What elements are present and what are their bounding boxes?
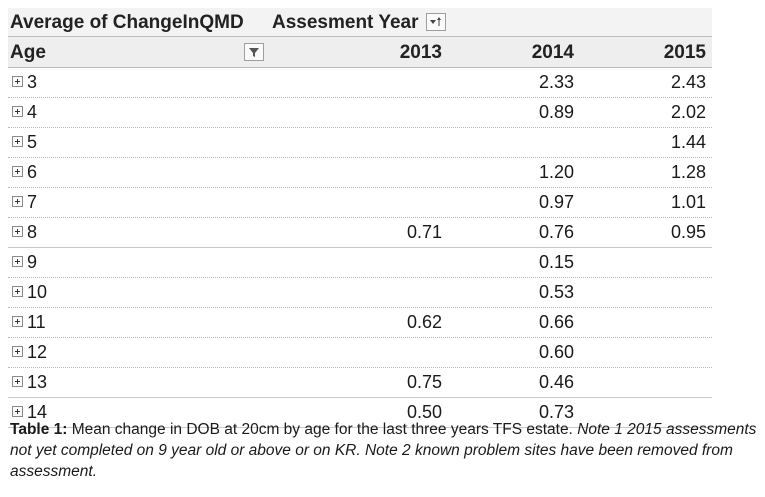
table-row: 3 2.33 2.43 xyxy=(8,68,712,98)
value-cell-2015: 2.02 xyxy=(670,102,706,122)
expand-plus-icon[interactable] xyxy=(12,406,23,417)
age-label: 6 xyxy=(27,162,38,182)
table-row: 5 1.44 xyxy=(8,128,712,158)
age-label: 12 xyxy=(27,342,48,362)
year-header-2013: 2013 xyxy=(399,42,442,63)
column-field-label: Assesment Year xyxy=(272,12,419,33)
value-cell-2015: 0.95 xyxy=(670,222,706,242)
table-row: 12 0.60 xyxy=(8,338,712,368)
value-cell-2015: 2.43 xyxy=(670,72,706,92)
year-header-2015: 2015 xyxy=(663,42,706,63)
value-field-label: Average of ChangeInQMD xyxy=(10,12,244,33)
value-cell-2014: 0.46 xyxy=(538,372,574,392)
expand-plus-icon[interactable] xyxy=(12,166,23,177)
filter-funnel-icon xyxy=(249,48,259,57)
expand-plus-icon[interactable] xyxy=(12,286,23,297)
expand-plus-icon[interactable] xyxy=(12,76,23,87)
value-cell-2014: 0.97 xyxy=(538,192,574,212)
age-label: 3 xyxy=(27,72,38,92)
table-row: 9 0.15 xyxy=(8,248,712,278)
value-cell-2013: 0.71 xyxy=(406,222,442,242)
value-cell-2014: 1.20 xyxy=(538,162,574,182)
pivot-body: 3 2.33 2.43 4 0.89 2.02 5 1.44 6 1.20 1.28 7 0.97 1.0… xyxy=(8,68,712,428)
expand-plus-icon[interactable] xyxy=(12,256,23,267)
value-cell-2014: 0.73 xyxy=(538,402,574,422)
expand-plus-icon[interactable] xyxy=(12,136,23,147)
table-row: 13 0.75 0.46 xyxy=(8,368,712,398)
table-row: 14 0.50 0.73 xyxy=(8,398,712,428)
age-label: 10 xyxy=(27,282,48,302)
table-row: 6 1.20 1.28 xyxy=(8,158,712,188)
table-row: 10 0.53 xyxy=(8,278,712,308)
pivot-column-header-row: Age 2013 2014 2015 xyxy=(8,37,712,68)
value-cell-2015: 1.28 xyxy=(670,162,706,182)
age-label: 13 xyxy=(27,372,48,392)
value-cell-2014: 0.76 xyxy=(538,222,574,242)
value-cell-2015: 1.01 xyxy=(670,192,706,212)
value-cell-2013: 0.50 xyxy=(406,402,442,422)
age-label: 9 xyxy=(27,252,38,272)
value-cell-2014: 0.89 xyxy=(538,102,574,122)
pivot-header-row: Average of ChangeInQMD Assesment Year xyxy=(8,8,712,37)
sort-dropdown-icon[interactable] xyxy=(426,13,446,31)
table-row: 7 0.97 1.01 xyxy=(8,188,712,218)
caption-note: Note 1 2015 assessments not yet complete… xyxy=(10,421,757,480)
table-row: 8 0.71 0.76 0.95 xyxy=(8,218,712,248)
caption-text: Mean change in DOB at 20cm by age for th… xyxy=(67,421,578,438)
value-cell-2014: 0.60 xyxy=(538,342,574,362)
expand-plus-icon[interactable] xyxy=(12,316,23,327)
value-cell-2014: 0.53 xyxy=(538,282,574,302)
table-row: 4 0.89 2.02 xyxy=(8,98,712,128)
table-caption: Table 1: Mean change in DOB at 20cm by a… xyxy=(10,419,758,482)
value-cell-2013: 0.62 xyxy=(406,312,442,332)
expand-plus-icon[interactable] xyxy=(12,196,23,207)
caption-label: Table 1: xyxy=(10,421,68,438)
expand-plus-icon[interactable] xyxy=(12,376,23,387)
expand-plus-icon[interactable] xyxy=(12,226,23,237)
age-label: 14 xyxy=(27,402,48,422)
age-label: 4 xyxy=(27,102,38,122)
value-cell-2015: 1.44 xyxy=(670,132,706,152)
pivot-table: Average of ChangeInQMD Assesment Year Ag… xyxy=(8,8,712,428)
sort-arrow-icon xyxy=(430,17,441,26)
value-cell-2013: 0.75 xyxy=(406,372,442,392)
expand-plus-icon[interactable] xyxy=(12,106,23,117)
value-cell-2014: 0.66 xyxy=(538,312,574,332)
year-header-2014: 2014 xyxy=(531,42,574,63)
expand-plus-icon[interactable] xyxy=(12,346,23,357)
value-cell-2014: 0.15 xyxy=(538,252,574,272)
age-label: 5 xyxy=(27,132,38,152)
age-label: 11 xyxy=(27,312,46,332)
row-field-label: Age xyxy=(10,42,46,63)
age-label: 7 xyxy=(27,192,38,212)
filter-dropdown-icon[interactable] xyxy=(244,43,264,61)
age-label: 8 xyxy=(27,222,38,242)
table-row: 11 0.62 0.66 xyxy=(8,308,712,338)
value-cell-2014: 2.33 xyxy=(538,72,574,92)
